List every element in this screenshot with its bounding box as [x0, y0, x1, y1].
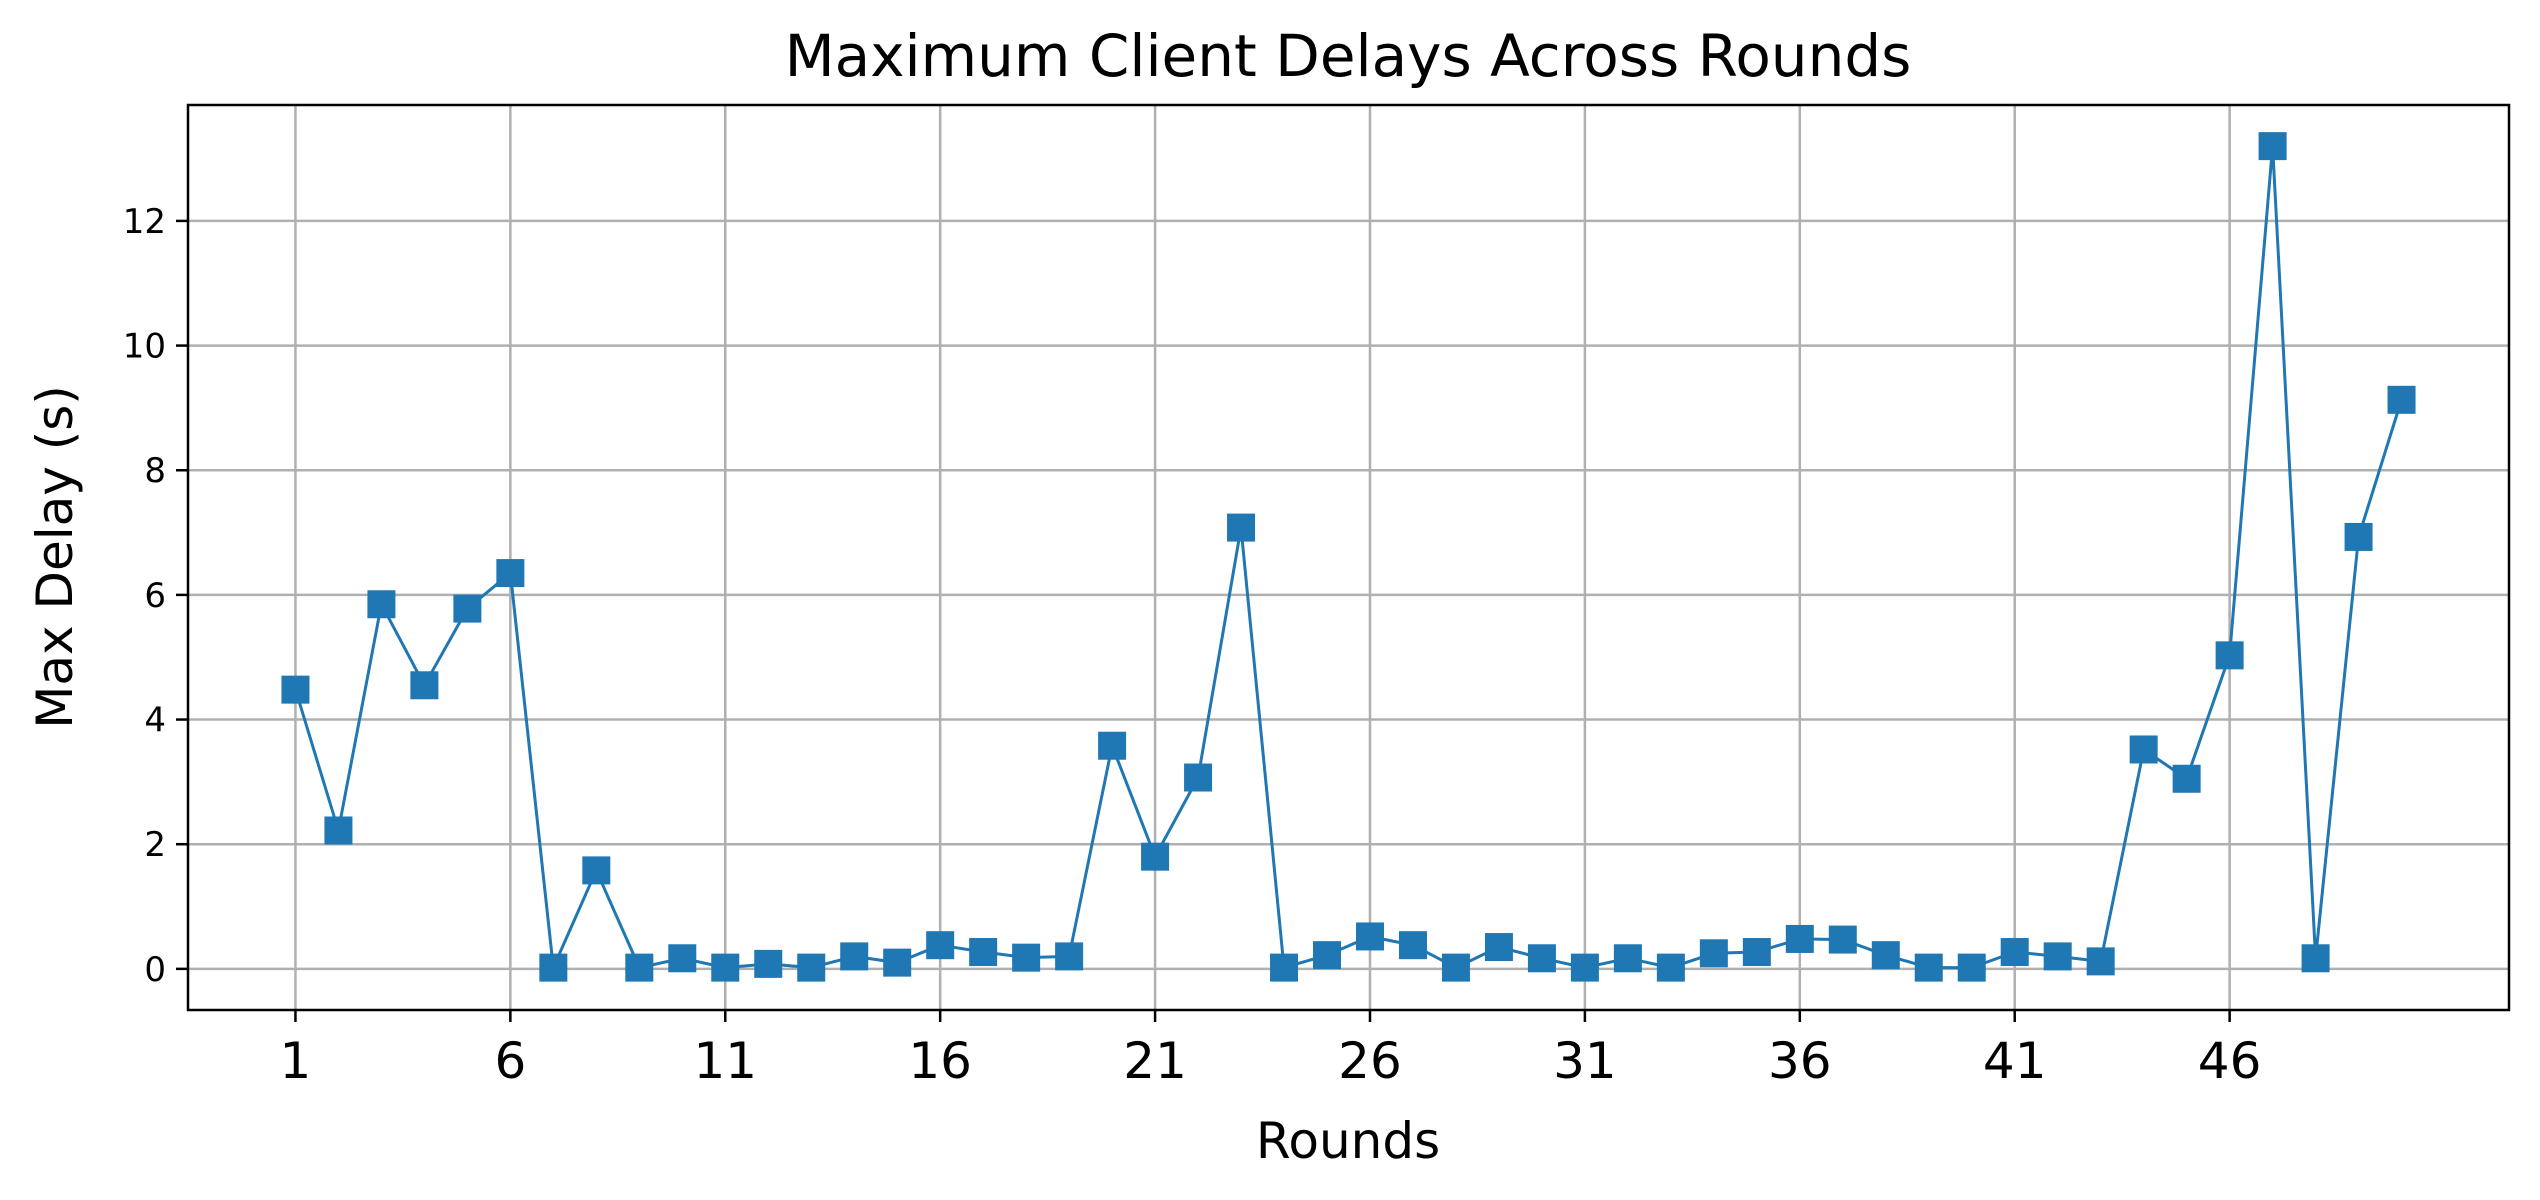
y-axis-label: Max Delay (s) — [26, 385, 84, 729]
x-tick-label: 11 — [693, 1032, 757, 1090]
data-point-marker — [2387, 385, 2416, 414]
data-point-marker — [797, 953, 826, 982]
data-point-marker — [969, 938, 998, 967]
data-point-marker — [1742, 938, 1771, 967]
data-point-marker — [1570, 953, 1599, 982]
data-point-marker — [2086, 947, 2115, 976]
x-tick-label: 36 — [1768, 1032, 1832, 1090]
x-axis-label: Rounds — [1256, 1112, 1440, 1170]
data-point-marker — [2215, 641, 2244, 670]
data-point-marker — [367, 590, 396, 619]
y-tick-label: 4 — [144, 701, 166, 741]
y-tick-label: 10 — [123, 327, 166, 367]
data-point-marker — [1828, 925, 1857, 954]
data-point-marker — [1527, 944, 1556, 973]
data-point-marker — [1098, 731, 1127, 760]
x-tick-label: 16 — [908, 1032, 972, 1090]
y-tick-label: 6 — [144, 576, 166, 616]
data-point-marker — [453, 594, 482, 623]
chart-title: Maximum Client Delays Across Rounds — [785, 22, 1912, 90]
data-point-marker — [1055, 942, 1084, 971]
plot-frame — [186, 103, 2511, 1012]
data-point-marker — [281, 675, 310, 704]
data-point-marker — [1656, 953, 1685, 982]
x-tick-label: 1 — [280, 1032, 312, 1090]
data-point-marker — [1785, 924, 1814, 953]
x-tick-label: 46 — [2198, 1032, 2262, 1090]
x-tick-label: 21 — [1123, 1032, 1187, 1090]
data-point-marker — [324, 816, 353, 845]
data-point-marker — [582, 856, 611, 885]
x-axis-ticks: 1 6 11 16 21 26 31 36 41 46 — [280, 1010, 2262, 1090]
data-point-marker — [2344, 522, 2373, 551]
data-point-marker — [1398, 931, 1427, 960]
data-point-marker — [1957, 953, 1986, 982]
data-point-marker — [2172, 764, 2201, 793]
y-tick-label: 0 — [144, 950, 166, 990]
data-point-marker — [2258, 132, 2287, 161]
data-point-marker — [668, 944, 697, 973]
grid-lines — [188, 105, 2509, 1010]
x-tick-label: 31 — [1553, 1032, 1617, 1090]
data-point-marker — [1184, 763, 1213, 792]
y-tick-label: 8 — [144, 451, 166, 491]
data-point-marker — [926, 931, 955, 960]
data-point-marker — [2043, 942, 2072, 971]
data-point-marker — [1313, 941, 1342, 970]
data-point-marker — [840, 942, 869, 971]
data-point-marker — [625, 953, 654, 982]
data-point-marker — [1699, 939, 1728, 968]
data-point-marker — [410, 671, 439, 700]
data-point-marker — [1871, 941, 1900, 970]
data-point-marker — [754, 949, 783, 978]
data-point-marker — [1484, 933, 1513, 962]
data-point-marker — [1613, 944, 1642, 973]
y-tick-label: 2 — [144, 825, 166, 865]
data-point-marker — [496, 559, 525, 588]
x-tick-label: 41 — [1983, 1032, 2047, 1090]
series-max-delay — [281, 132, 2416, 982]
data-point-marker — [2129, 735, 2158, 764]
data-point-marker — [1227, 513, 1256, 542]
data-point-marker — [2000, 938, 2029, 967]
data-point-marker — [539, 953, 568, 982]
x-tick-label: 26 — [1338, 1032, 1402, 1090]
data-point-marker — [1914, 953, 1943, 982]
x-tick-label: 6 — [494, 1032, 526, 1090]
data-point-marker — [1141, 842, 1170, 871]
data-point-marker — [1012, 943, 1041, 972]
data-point-marker — [883, 948, 912, 977]
data-point-marker — [1441, 953, 1470, 982]
data-point-marker — [711, 953, 740, 982]
data-point-marker — [1355, 922, 1384, 951]
y-tick-label: 12 — [123, 202, 166, 242]
data-point-marker — [2301, 944, 2330, 973]
data-point-marker — [1270, 953, 1299, 982]
y-axis-ticks: 0 2 4 6 8 10 12 — [123, 202, 188, 990]
